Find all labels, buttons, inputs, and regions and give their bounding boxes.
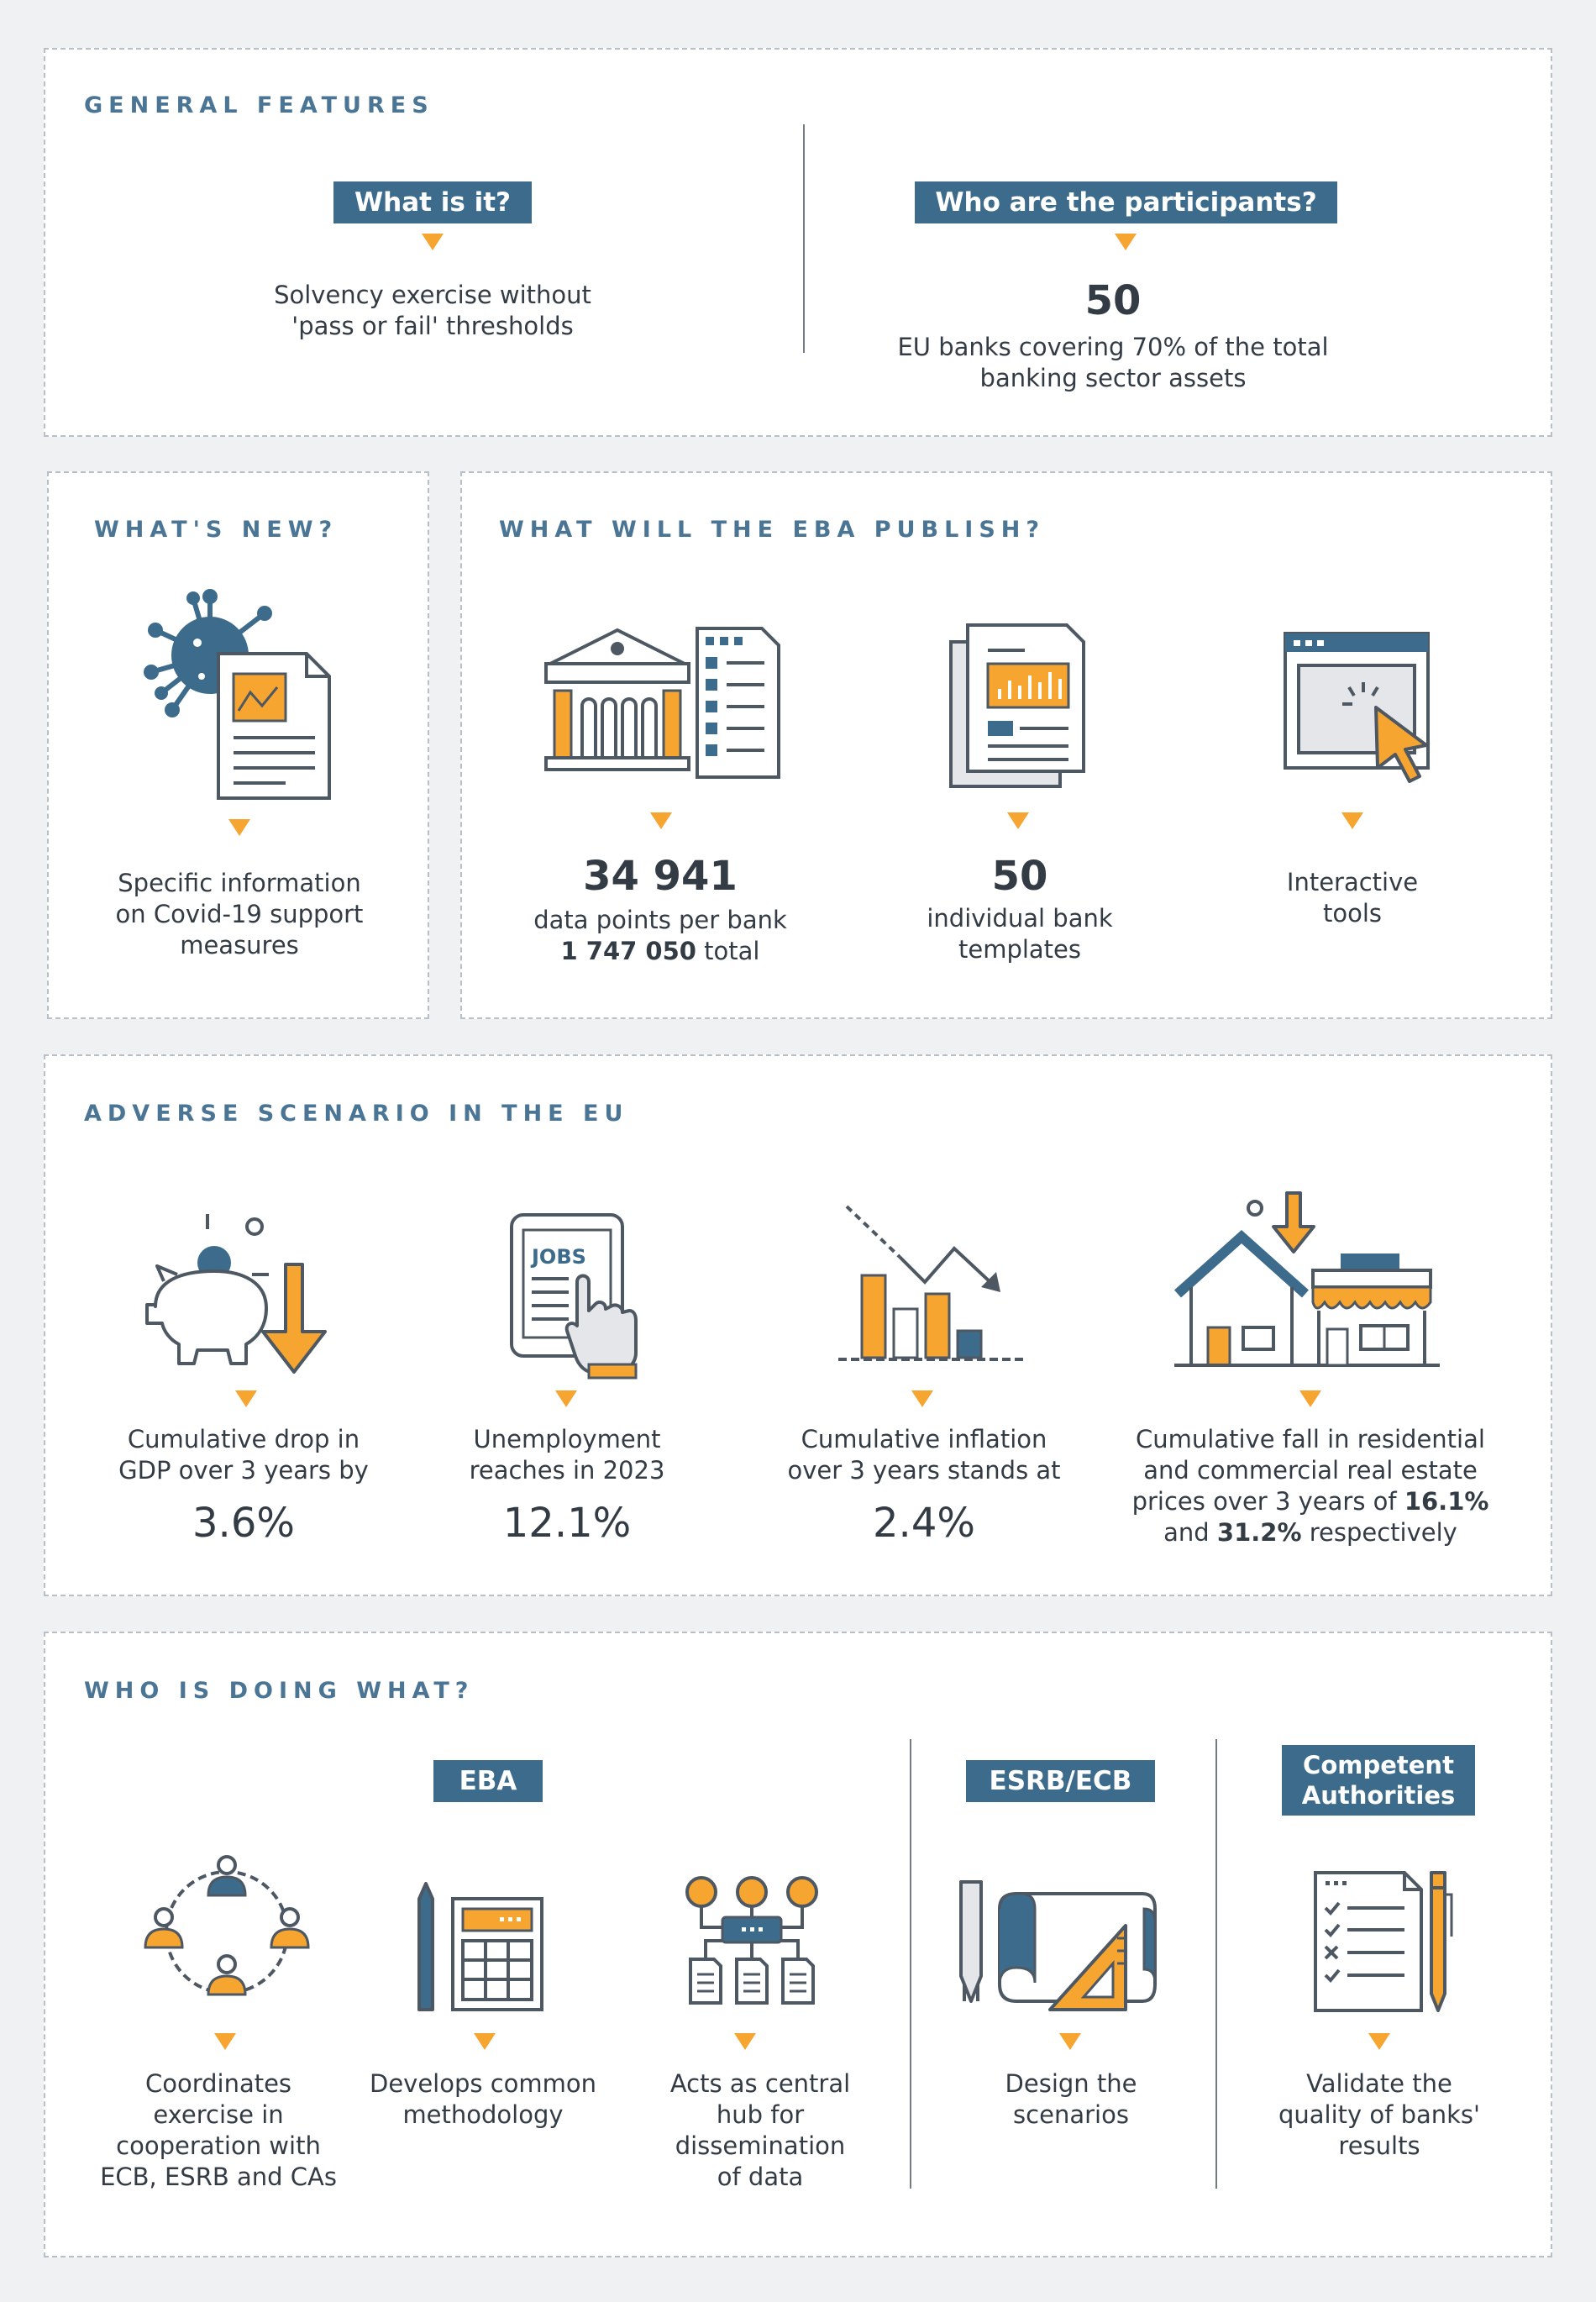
arrow-down-icon — [1341, 812, 1363, 829]
arrow-down-icon — [235, 1390, 257, 1407]
jobs-tablet-icon: JOBS — [510, 1213, 638, 1380]
unemployment-value: 12.1% — [502, 1500, 632, 1547]
general-features-panel — [44, 48, 1552, 437]
arrow-down-icon — [214, 2033, 236, 2050]
arrow-down-icon — [1115, 234, 1137, 250]
arrow-down-icon — [555, 1390, 577, 1407]
templates-number: 50 — [991, 853, 1048, 900]
arrow-down-icon — [1299, 1390, 1321, 1407]
templates-text: individual bank templates — [927, 904, 1113, 964]
divider — [1215, 1739, 1217, 2189]
network-people-icon — [144, 1855, 310, 1996]
total-data-points: 1 747 050 — [560, 937, 696, 965]
re-text: respectively — [1309, 1518, 1457, 1547]
arrow-down-icon — [228, 819, 250, 836]
competent-authorities-label: Competent Authorities — [1282, 1745, 1475, 1816]
arrow-down-icon — [911, 1390, 933, 1407]
coordinates-text: Coordinates exercise in cooperation with EC… — [100, 2069, 337, 2191]
esrb-ecb-label: ESRB/ECB — [966, 1760, 1155, 1802]
eba-label: EBA — [433, 1760, 543, 1802]
arrow-down-icon — [1368, 2033, 1390, 2050]
calculator-pencil-icon — [417, 1882, 543, 2011]
divider — [803, 124, 805, 353]
real-estate-text: Cumulative fall in residential and comme… — [1131, 1425, 1489, 1547]
re-text: and — [1163, 1518, 1210, 1547]
checklist-pencil-icon — [1314, 1871, 1453, 2012]
commercial-fall-value: 31.2% — [1216, 1518, 1302, 1547]
arrow-down-icon — [1007, 812, 1029, 829]
arrow-down-icon — [734, 2033, 756, 2050]
arrow-down-icon — [1059, 2033, 1081, 2050]
divider — [910, 1739, 911, 2189]
arrow-down-icon — [422, 234, 444, 250]
bank-template-document-icon — [949, 623, 1085, 788]
what-is-it-label: What is it? — [333, 181, 532, 223]
participants-number: 50 — [1084, 277, 1142, 324]
total-word: total — [704, 937, 760, 965]
validate-text: Validate the quality of banks' results — [1278, 2069, 1481, 2160]
residential-fall-value: 16.1% — [1404, 1487, 1489, 1516]
whats-new-heading: WHAT'S NEW? — [94, 517, 339, 543]
publish-heading: WHAT WILL THE EBA PUBLISH? — [499, 517, 1046, 543]
methodology-text: Develops common methodology — [369, 2069, 597, 2129]
interactive-tools-text: Interactive tools — [1286, 868, 1419, 928]
arrow-down-icon — [474, 2033, 496, 2050]
participants-label: Who are the participants? — [915, 181, 1337, 223]
interactive-tools-icon — [1284, 632, 1430, 783]
jobs-sign: JOBS — [530, 1245, 586, 1269]
inflation-chart-icon — [838, 1205, 1026, 1361]
inflation-value: 2.4% — [873, 1500, 975, 1547]
adverse-scenario-heading: ADVERSE SCENARIO IN THE EU — [84, 1101, 629, 1127]
piggy-bank-down-icon — [145, 1214, 327, 1374]
re-text: prices over 3 years of — [1131, 1487, 1397, 1516]
gdp-text: Cumulative drop in GDP over 3 years by — [118, 1425, 369, 1485]
general-features-heading: GENERAL FEATURES — [84, 92, 434, 118]
gdp-value: 3.6% — [192, 1500, 295, 1547]
hub-text: Acts as central hub for dissemination of da… — [669, 2069, 851, 2191]
data-hub-icon — [685, 1876, 818, 2005]
blueprint-ruler-icon — [959, 1880, 1157, 2011]
real-estate-icon — [1173, 1191, 1440, 1367]
bank-building-icon — [544, 627, 780, 779]
design-scenarios-text: Design the scenarios — [1005, 2069, 1137, 2129]
arrow-down-icon — [650, 812, 672, 829]
data-points-number: 34 941 — [583, 853, 738, 900]
covid-document-icon — [144, 589, 331, 800]
inflation-text: Cumulative inflation over 3 years stands … — [787, 1425, 1061, 1485]
unemployment-text: Unemployment reaches in 2023 — [469, 1425, 665, 1485]
participants-text: EU banks covering 70% of the total bankin… — [897, 333, 1329, 392]
whats-new-text: Specific information on Covid-19 support m… — [115, 869, 364, 959]
data-points-text: data points per bank 1 747 050 total — [533, 906, 787, 965]
what-is-it-text: Solvency exercise without'pass or fail' … — [274, 281, 591, 340]
who-heading: WHO IS DOING WHAT? — [84, 1678, 475, 1704]
